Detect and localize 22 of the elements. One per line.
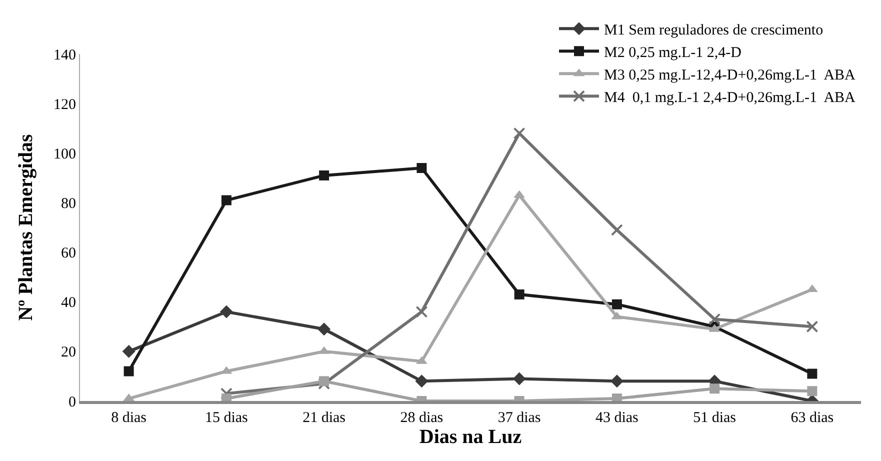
y-tick-label: 140	[54, 47, 76, 64]
y-axis-title: Nº Plantas Emergidas	[15, 134, 37, 321]
x-tick-label: 63 dias	[790, 410, 834, 426]
x-tick-label: 43 dias	[595, 410, 639, 426]
x-tick-label: 37 dias	[498, 410, 541, 426]
x-tick-label: 21 dias	[302, 410, 346, 426]
y-tick-label: 0	[68, 394, 76, 410]
legend-label: M4 0,1 mg.L-1 2,4-D+0,26mg.L-1 ABA	[604, 90, 856, 106]
y-tick-label: 120	[54, 96, 76, 113]
y-tick-label: 60	[61, 246, 76, 262]
y-tick-label: 80	[61, 196, 76, 212]
y-tick-label: 100	[54, 146, 76, 162]
x-tick-label: 8 dias	[111, 410, 147, 426]
legend-label: M1 Sem reguladores de crescimento	[604, 22, 824, 38]
y-tick-label: 40	[61, 295, 76, 312]
legend-label: M2 0,25 mg.L-1 2,4-D	[604, 44, 742, 61]
y-tick-label: 20	[61, 344, 76, 361]
legend-label: M3 0,25 mg.L-12,4-D+0,26mg.L-1 ABA	[604, 67, 856, 84]
x-tick-label: 15 dias	[204, 410, 248, 426]
x-axis-title: Dias na Luz	[419, 426, 522, 448]
x-tick-label: 28 dias	[400, 410, 444, 426]
x-tick-label: 51 dias	[693, 410, 736, 426]
